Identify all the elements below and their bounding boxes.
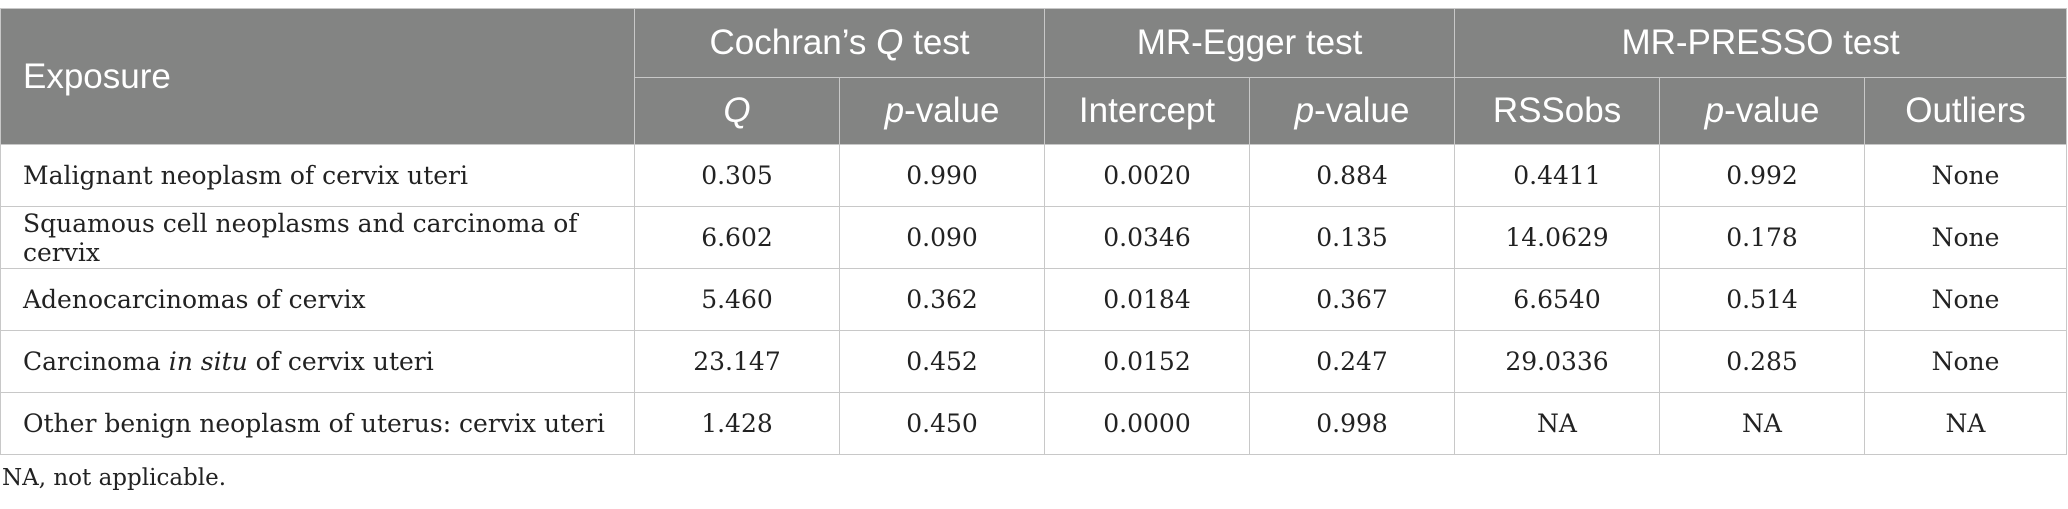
header-presso-p-value: p-value: [1659, 77, 1866, 145]
cell-q: 0.305: [634, 144, 840, 207]
cell-exposure: Squamous cell neoplasms and carcinoma of…: [0, 206, 635, 269]
header-rssobs: RSSobs: [1454, 77, 1661, 145]
cell-q-p-value: 0.452: [838, 330, 1046, 393]
header-exposure: Exposure: [0, 8, 635, 145]
cell-presso-p-value: NA: [1659, 392, 1866, 455]
table-row: Squamous cell neoplasms and carcinoma of…: [0, 206, 2068, 269]
cell-q: 23.147: [634, 330, 840, 393]
cell-intercept: 0.0020: [1044, 144, 1251, 207]
cell-intercept: 0.0152: [1044, 330, 1251, 393]
cell-q-p-value: 0.450: [838, 392, 1046, 455]
header-outliers: Outliers: [1864, 77, 2068, 145]
cell-egger-p-value: 0.998: [1249, 392, 1456, 455]
cell-exposure: Malignant neoplasm of cervix uteri: [0, 144, 635, 207]
header-mr-presso-test: MR-PRESSO test: [1454, 8, 2068, 78]
table-row: Carcinoma in situ of cervix uteri 23.147…: [0, 330, 2068, 393]
cell-egger-p-value: 0.247: [1249, 330, 1456, 393]
cell-rssobs: 6.6540: [1454, 268, 1661, 331]
results-table-container: Exposure Cochran’s Q test MR-Egger test …: [0, 8, 2068, 455]
cell-presso-p-value: 0.992: [1659, 144, 1866, 207]
cell-rssobs: NA: [1454, 392, 1661, 455]
cell-egger-p-value: 0.367: [1249, 268, 1456, 331]
header-intercept: Intercept: [1044, 77, 1251, 145]
cell-q-p-value: 0.090: [838, 206, 1046, 269]
cell-q: 1.428: [634, 392, 840, 455]
cell-q-p-value: 0.362: [838, 268, 1046, 331]
cell-outliers: None: [1864, 268, 2068, 331]
table-row: Adenocarcinomas of cervix 5.460 0.362 0.…: [0, 268, 2068, 331]
table-row: Malignant neoplasm of cervix uteri 0.305…: [0, 144, 2068, 207]
cell-intercept: 0.0000: [1044, 392, 1251, 455]
header-q-p-value: p-value: [838, 77, 1046, 145]
cell-exposure: Other benign neoplasm of uterus: cervix …: [0, 392, 635, 455]
cell-q-p-value: 0.990: [838, 144, 1046, 207]
cell-exposure: Carcinoma in situ of cervix uteri: [0, 330, 635, 393]
cell-outliers: NA: [1864, 392, 2068, 455]
cell-rssobs: 29.0336: [1454, 330, 1661, 393]
table-footnote: NA, not applicable.: [2, 465, 227, 491]
cell-q: 5.460: [634, 268, 840, 331]
cell-intercept: 0.0184: [1044, 268, 1251, 331]
header-row-groups: Exposure Cochran’s Q test MR-Egger test …: [0, 8, 2068, 145]
header-row-columns: Q p-value Intercept p-value RSSobs p-val…: [1, 77, 2068, 145]
header-mr-egger-test: MR-Egger test: [1044, 8, 1456, 78]
cell-egger-p-value: 0.135: [1249, 206, 1456, 269]
cell-egger-p-value: 0.884: [1249, 144, 1456, 207]
header-egger-p-value: p-value: [1249, 77, 1456, 145]
table-row: Other benign neoplasm of uterus: cervix …: [0, 392, 2068, 455]
sensitivity-analysis-table: Exposure Cochran’s Q test MR-Egger test …: [0, 8, 2068, 455]
cell-presso-p-value: 0.285: [1659, 330, 1866, 393]
header-cochran-q-test: Cochran’s Q test: [633, 8, 1046, 78]
cell-q: 6.602: [634, 206, 840, 269]
cell-presso-p-value: 0.514: [1659, 268, 1866, 331]
cell-intercept: 0.0346: [1044, 206, 1251, 269]
cell-presso-p-value: 0.178: [1659, 206, 1866, 269]
cell-exposure: Adenocarcinomas of cervix: [0, 268, 635, 331]
cell-outliers: None: [1864, 144, 2068, 207]
cell-outliers: None: [1864, 206, 2068, 269]
cell-rssobs: 14.0629: [1454, 206, 1661, 269]
header-q: Q: [634, 77, 840, 145]
cell-outliers: None: [1864, 330, 2068, 393]
cell-rssobs: 0.4411: [1454, 144, 1661, 207]
